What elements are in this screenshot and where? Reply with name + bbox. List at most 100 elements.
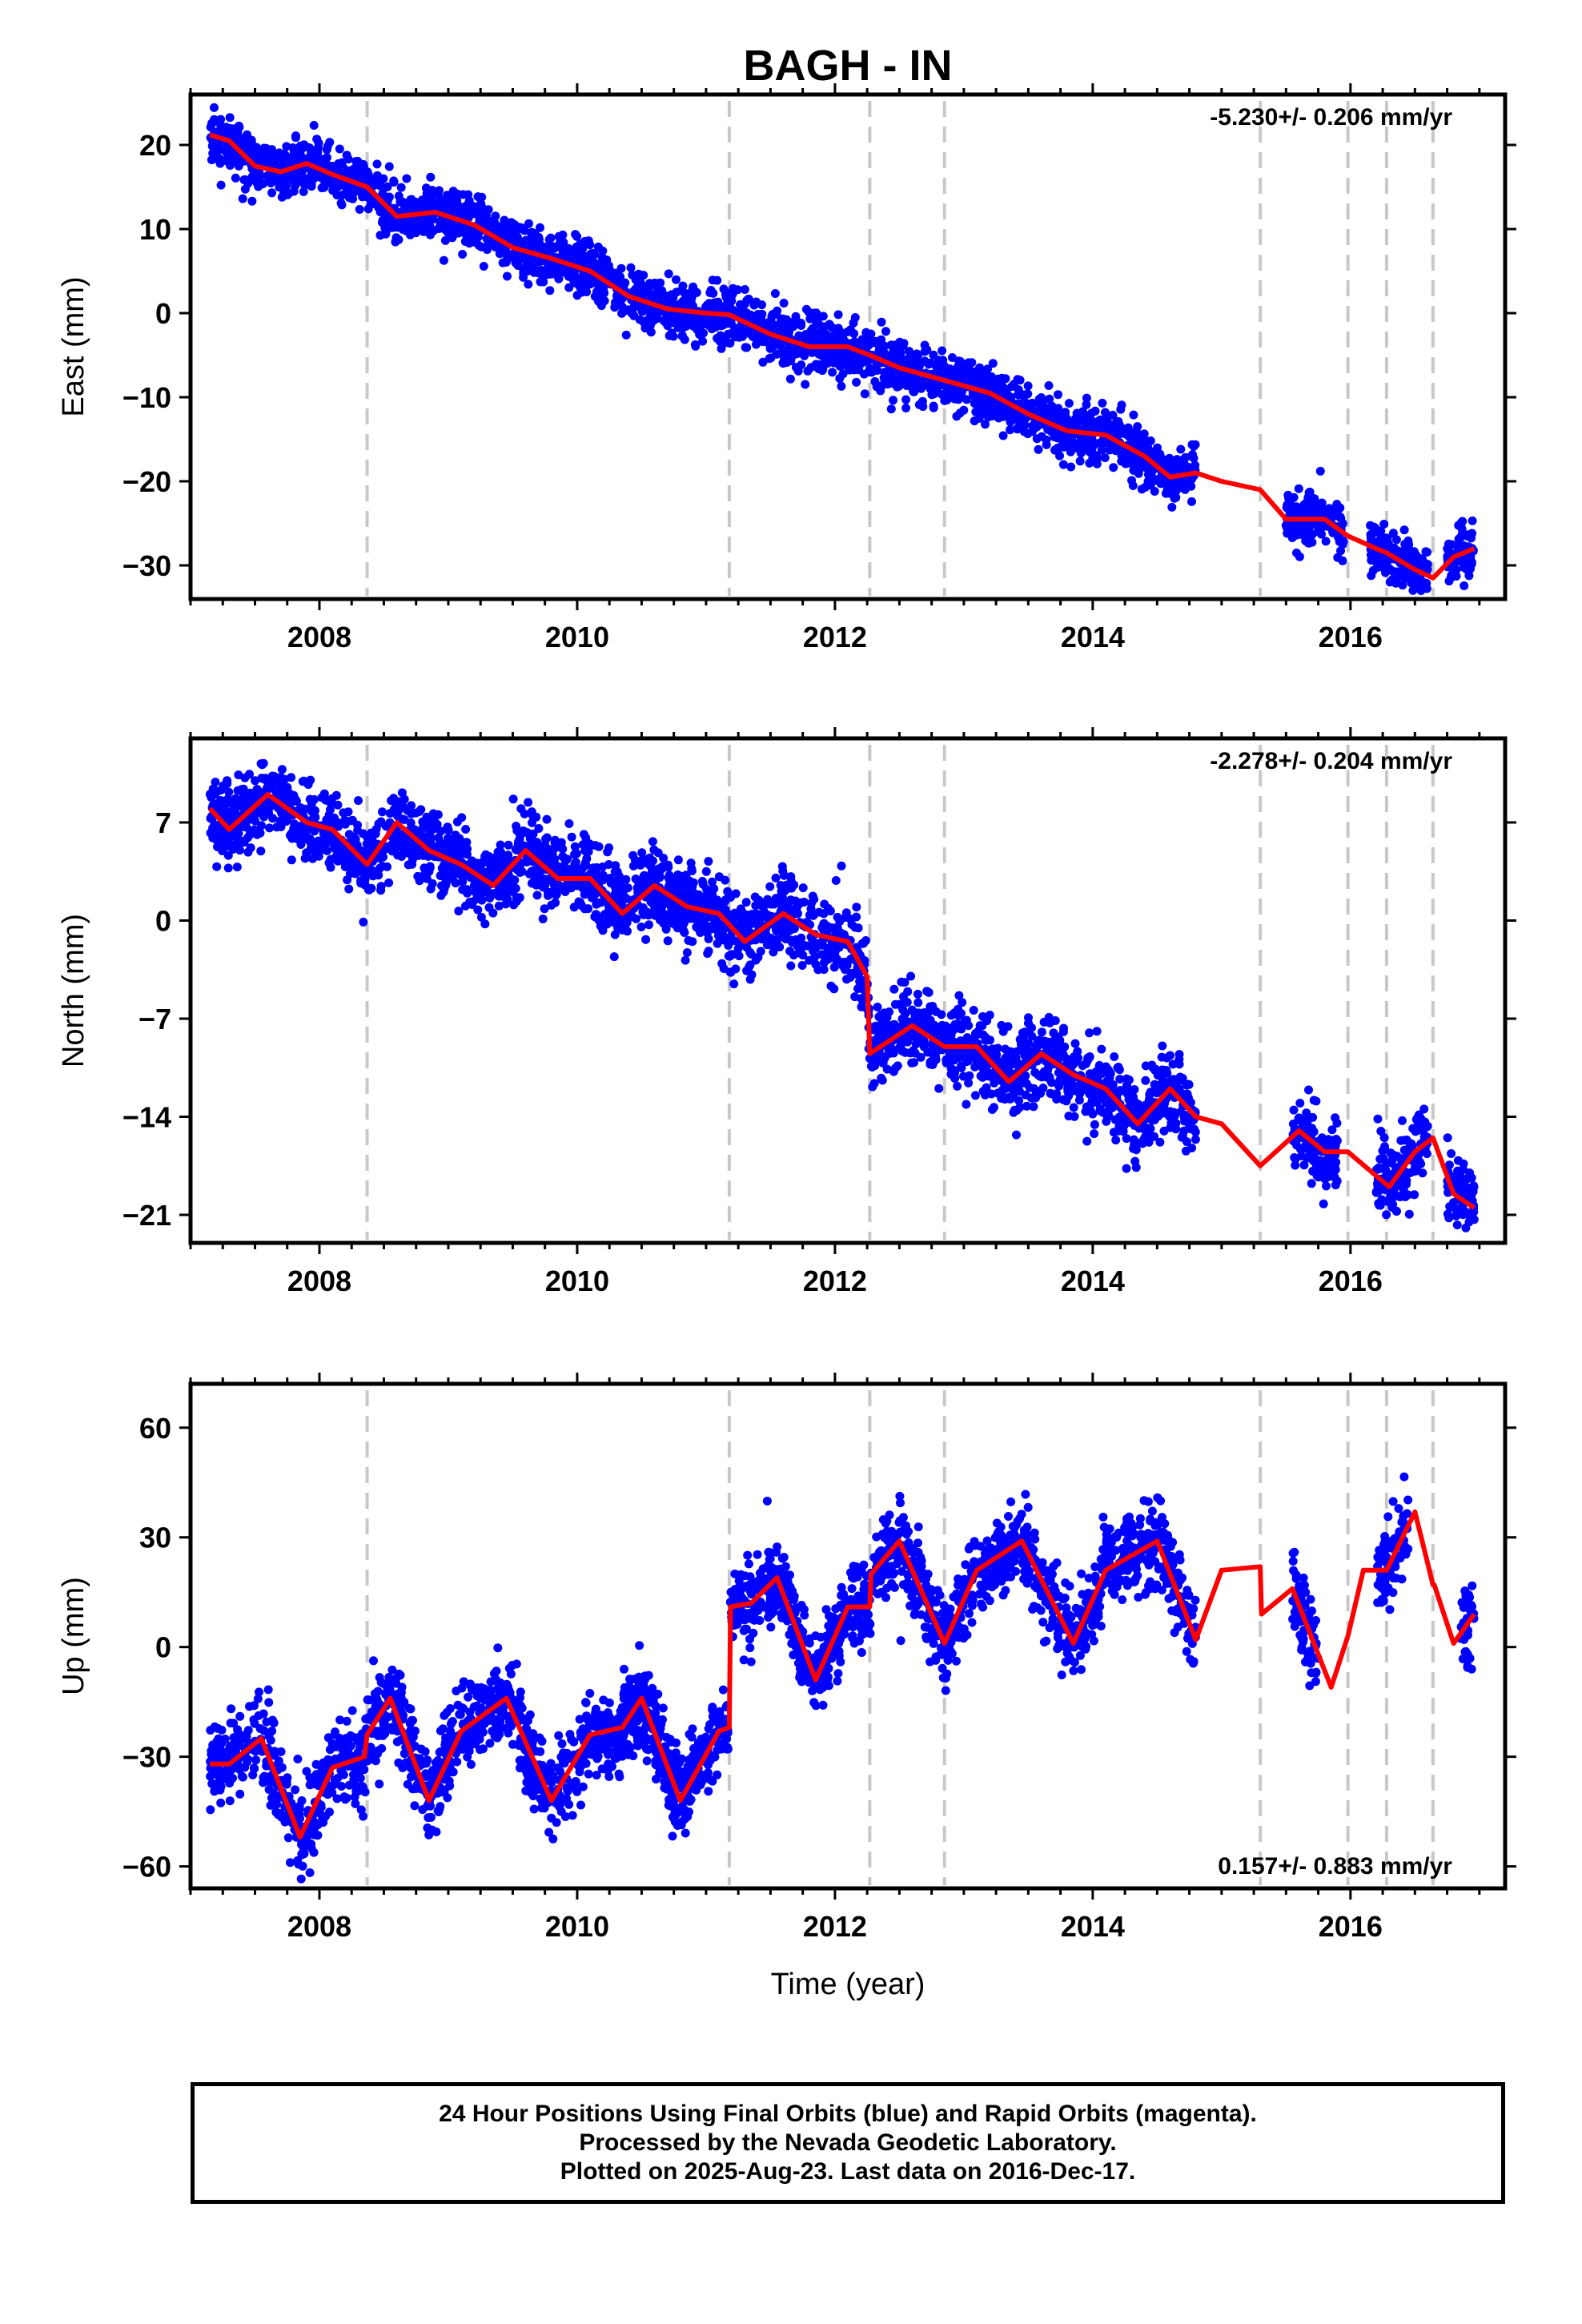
data-point [538,915,548,923]
data-point [460,227,470,235]
data-point [416,202,426,211]
data-point [653,284,662,294]
data-point [1180,478,1190,488]
data-point [263,147,273,155]
y-tick-label: −10 [122,381,171,414]
data-point [1037,393,1046,402]
data-point [325,138,335,147]
data-point [776,320,785,330]
data-point [1457,530,1467,540]
data-point [1064,1112,1074,1121]
data-point [821,353,830,363]
data-point [215,159,225,168]
data-point [1108,410,1118,420]
data-point [225,113,235,123]
data-point [477,192,487,202]
data-point [1058,460,1068,469]
data-point [1098,398,1107,408]
data-point [524,798,533,807]
data-point [1029,1102,1038,1112]
data-point [813,319,823,328]
data-point [1147,467,1157,476]
data-point [1384,564,1394,573]
data-point [1074,1096,1084,1105]
data-point [400,794,409,804]
data-point [793,348,803,358]
data-point [993,1043,1002,1053]
y-tick-label: 20 [139,129,171,162]
data-point [905,347,914,356]
data-point [384,878,394,887]
data-point [484,238,493,247]
data-point [383,182,392,191]
data-point [1105,445,1114,455]
data-point [1082,440,1091,450]
data-point [428,227,437,236]
data-point [948,353,957,362]
data-point [235,123,244,132]
data-point [661,315,670,324]
data-point [452,817,462,826]
data-point [678,281,688,291]
y-tick-label: −30 [122,549,171,582]
data-point [1399,525,1409,535]
data-point [232,862,242,872]
data-point [347,184,356,194]
data-point [604,843,614,853]
data-point [1468,516,1477,525]
data-point [216,115,226,124]
data-point [309,121,319,130]
data-point [1032,422,1042,432]
data-point [1006,425,1015,435]
data-point [833,324,843,333]
data-point [1187,497,1196,506]
data-point [886,404,896,414]
data-point [554,274,564,283]
data-point [1002,389,1012,399]
data-point [805,336,815,345]
data-point [892,344,901,354]
data-point [255,179,265,188]
data-point [981,420,990,429]
data-point [1467,559,1476,569]
data-point [451,223,460,233]
data-point [881,327,890,336]
data-point [962,1015,971,1025]
data-point [1075,456,1085,466]
data-point [709,288,718,298]
data-point [876,386,885,396]
data-point [367,175,377,185]
data-point [576,239,585,249]
data-point [929,401,938,411]
data-point [765,354,774,364]
data-point [450,194,460,203]
data-point [1069,1103,1078,1112]
data-point [1182,1089,1192,1099]
data-point [207,155,216,165]
data-point [640,324,650,333]
data-point [545,286,555,296]
data-point [234,161,243,171]
data-point [347,815,357,825]
data-point [982,374,991,384]
data-point [998,431,1008,440]
data-point [997,1020,1006,1030]
data-point [889,396,897,405]
data-point [207,141,217,151]
data-point [1313,509,1323,518]
data-point [858,339,868,348]
data-point [548,243,558,253]
data-point [314,139,323,148]
data-point [1162,485,1172,495]
data-point [1023,429,1033,439]
data-point [1155,1137,1165,1147]
data-point [1315,466,1325,476]
data-point [701,866,711,876]
data-point [210,103,219,112]
data-point [1064,399,1074,408]
data-point [1464,571,1474,581]
data-point [831,876,841,885]
data-point [1045,410,1054,420]
data-point [677,331,687,340]
